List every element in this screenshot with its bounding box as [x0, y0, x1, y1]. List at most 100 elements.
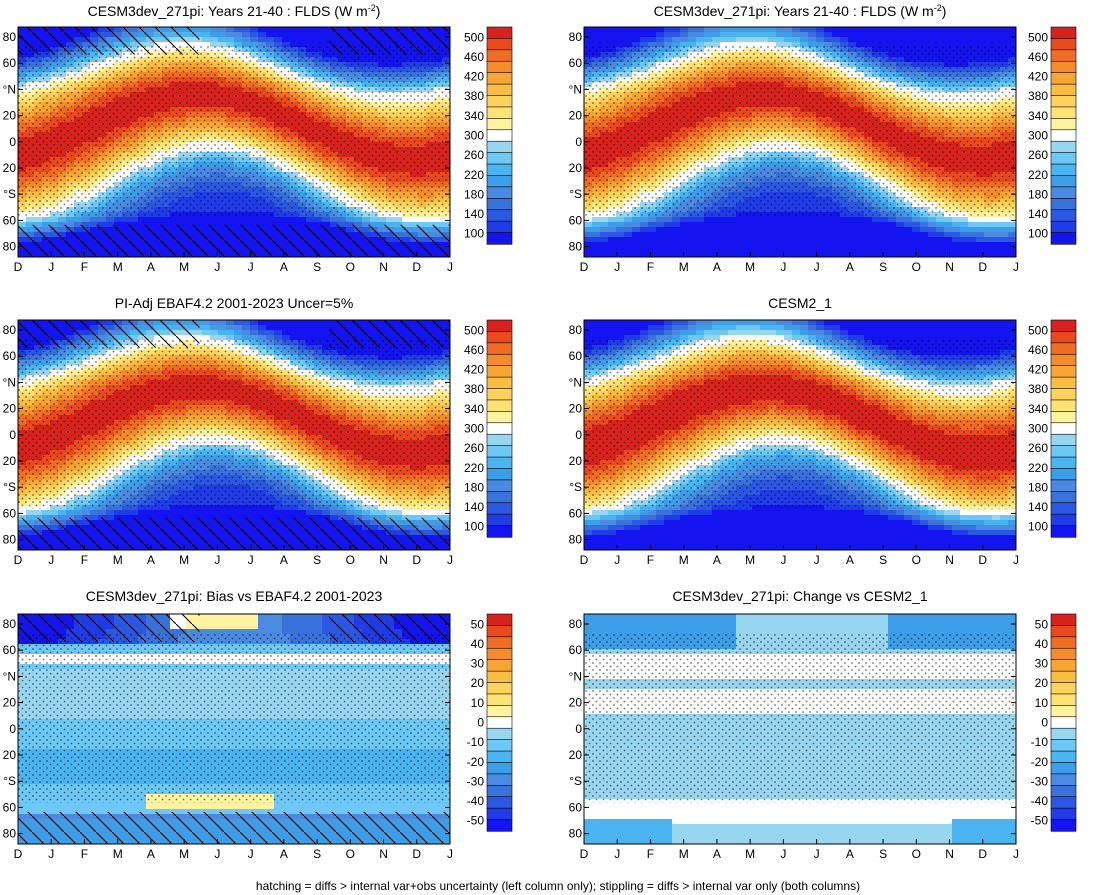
field-cell — [856, 222, 865, 228]
field-cell — [808, 37, 817, 43]
colorbar-swatch — [486, 95, 513, 108]
field-cell — [880, 37, 889, 43]
field-cell — [800, 37, 809, 43]
field-cell — [768, 247, 777, 253]
field-cell — [744, 242, 753, 248]
colorbar-swatch — [486, 163, 513, 177]
field-cell — [960, 222, 969, 228]
field-cell — [298, 222, 307, 228]
colorbar-label: 140 — [464, 207, 484, 221]
field-cell — [696, 237, 705, 243]
field-cell — [984, 242, 993, 248]
field-cell — [824, 237, 833, 243]
field-cell — [258, 32, 267, 38]
field-cell — [720, 222, 729, 228]
x-tick-label: N — [379, 260, 388, 274]
field-cell — [704, 227, 713, 233]
field-cell — [584, 32, 593, 38]
x-tick-label: D — [412, 260, 421, 274]
field-cell — [608, 237, 617, 243]
field-cell — [792, 222, 801, 228]
field-cell — [896, 222, 905, 228]
field-cell — [314, 222, 323, 228]
field-cell — [640, 242, 649, 248]
field-cell — [976, 232, 985, 238]
field-cell — [872, 222, 881, 228]
field-cell — [752, 222, 761, 228]
field-cell — [624, 222, 633, 228]
field-cell — [888, 32, 897, 38]
field-cell — [266, 37, 275, 43]
field-cell — [728, 27, 737, 33]
field-cell — [592, 242, 601, 248]
field-cell — [976, 242, 985, 248]
field-cell — [856, 237, 865, 243]
field-cell — [784, 37, 793, 43]
field-cell — [616, 32, 625, 38]
field-cell — [952, 37, 961, 43]
field-cell — [960, 232, 969, 238]
field-cell — [656, 252, 665, 258]
field-cell — [664, 222, 673, 228]
y-tick-label: °S — [3, 187, 16, 201]
field-cell — [258, 37, 267, 43]
field-cell — [928, 237, 937, 243]
field-cell — [736, 222, 745, 228]
field-cell — [322, 42, 331, 48]
field-cell — [776, 242, 785, 248]
field-cell — [696, 252, 705, 258]
field-cell — [632, 242, 641, 248]
field-cell — [744, 217, 753, 223]
field-cell — [800, 252, 809, 258]
field-cell — [266, 217, 275, 223]
field-cell — [648, 217, 657, 223]
field-cell — [792, 252, 801, 258]
field-cell — [608, 242, 617, 248]
field-cell — [968, 222, 977, 228]
field-cell — [242, 222, 251, 228]
field-cell — [888, 227, 897, 233]
field-cell — [640, 27, 649, 33]
field-cell — [712, 37, 721, 43]
field-cell — [792, 232, 801, 238]
field-cell — [872, 32, 881, 38]
field-cell — [18, 217, 27, 223]
field-cell — [776, 37, 785, 43]
field-cell — [720, 32, 729, 38]
colorbar-swatch — [486, 220, 513, 234]
field-cell — [768, 32, 777, 38]
field-cell — [656, 247, 665, 253]
field-cell — [712, 227, 721, 233]
field-cell — [792, 217, 801, 223]
field-cell — [656, 27, 665, 33]
field-cell — [848, 247, 857, 253]
field-cell — [688, 42, 697, 48]
field-cell — [616, 27, 625, 33]
y-tick-label: 60 — [3, 213, 17, 227]
field-cell — [648, 27, 657, 33]
field-cell — [242, 42, 251, 48]
field-cell — [704, 232, 713, 238]
field-cell — [944, 247, 953, 253]
field-cell — [608, 247, 617, 253]
field-cell — [776, 252, 785, 258]
field-cell — [314, 42, 323, 48]
field-cell — [616, 237, 625, 243]
field-cell — [234, 37, 243, 43]
field-cell — [98, 222, 107, 228]
field-cell — [848, 32, 857, 38]
field-cell — [282, 27, 291, 33]
field-cell — [680, 37, 689, 43]
field-cell — [592, 32, 601, 38]
field-cell — [306, 37, 315, 43]
field-cell — [776, 42, 785, 48]
field-cell — [138, 217, 147, 223]
field-cell — [752, 242, 761, 248]
field-cell — [664, 42, 673, 48]
field-cell — [34, 222, 43, 228]
field-cell — [744, 37, 753, 43]
field-cell — [864, 242, 873, 248]
field-cell — [832, 222, 841, 228]
field-cell — [800, 27, 809, 33]
